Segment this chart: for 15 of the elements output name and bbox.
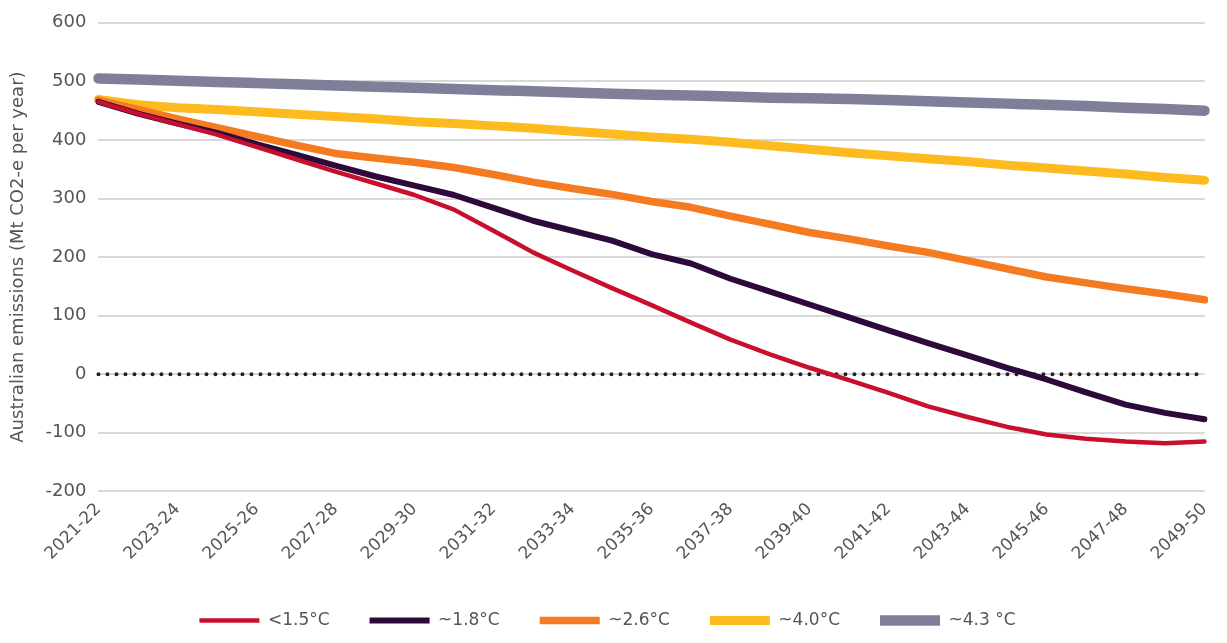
y-tick-label: 300 <box>52 186 87 208</box>
y-tick-label: -200 <box>45 479 87 501</box>
legend-label: ~2.6°C <box>608 608 670 629</box>
legend-label: <1.5°C <box>267 608 330 629</box>
y-tick-label: 400 <box>52 127 87 149</box>
y-tick-label: 0 <box>75 361 87 383</box>
y-tick-label: 200 <box>52 244 87 266</box>
y-tick-label: 100 <box>52 303 87 325</box>
y-tick-label: 600 <box>52 10 87 32</box>
y-tick-label: -100 <box>45 420 87 442</box>
y-axis-title: Australian emissions (Mt CO2-e per year) <box>6 71 28 443</box>
y-tick-label: 500 <box>52 69 87 91</box>
legend-label: ~4.3 °C <box>948 608 1016 629</box>
legend-label: ~4.0°C <box>778 608 841 629</box>
legend-label: ~1.8°C <box>438 608 500 629</box>
